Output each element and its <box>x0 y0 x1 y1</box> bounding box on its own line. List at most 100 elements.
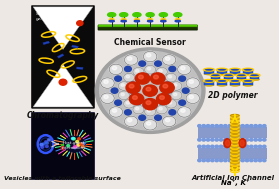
FancyBboxPatch shape <box>98 25 198 30</box>
Ellipse shape <box>38 136 53 153</box>
Circle shape <box>263 125 266 127</box>
Circle shape <box>40 143 43 146</box>
Circle shape <box>250 125 253 127</box>
Circle shape <box>115 76 121 81</box>
Circle shape <box>160 77 165 81</box>
Circle shape <box>171 82 182 90</box>
Circle shape <box>121 84 124 86</box>
Circle shape <box>232 159 236 162</box>
Polygon shape <box>72 45 78 48</box>
Circle shape <box>147 109 151 112</box>
Circle shape <box>45 145 48 148</box>
Circle shape <box>147 67 151 70</box>
Circle shape <box>165 82 170 86</box>
Text: Vesicles with a tailorable surface: Vesicles with a tailorable surface <box>4 176 121 181</box>
Circle shape <box>168 101 172 104</box>
Ellipse shape <box>230 141 239 144</box>
Circle shape <box>162 116 176 127</box>
Circle shape <box>126 82 140 93</box>
Circle shape <box>159 107 162 110</box>
Ellipse shape <box>204 84 214 86</box>
Circle shape <box>263 139 266 141</box>
Ellipse shape <box>230 115 239 117</box>
Circle shape <box>135 73 150 84</box>
Ellipse shape <box>225 140 230 146</box>
Ellipse shape <box>223 78 234 81</box>
Circle shape <box>165 95 170 99</box>
Circle shape <box>202 159 205 162</box>
Circle shape <box>250 159 253 162</box>
Ellipse shape <box>217 73 227 75</box>
Circle shape <box>47 139 50 141</box>
Ellipse shape <box>109 19 114 21</box>
Circle shape <box>143 98 157 110</box>
Circle shape <box>73 146 76 148</box>
Circle shape <box>237 145 240 148</box>
Circle shape <box>101 93 114 104</box>
Circle shape <box>181 109 185 112</box>
Ellipse shape <box>240 140 244 146</box>
Ellipse shape <box>134 19 139 21</box>
Ellipse shape <box>217 68 227 71</box>
Polygon shape <box>243 81 252 85</box>
Circle shape <box>160 100 165 105</box>
Circle shape <box>181 66 185 70</box>
Circle shape <box>166 99 177 108</box>
Circle shape <box>109 107 123 117</box>
Circle shape <box>171 91 182 100</box>
Ellipse shape <box>161 19 166 21</box>
Ellipse shape <box>230 84 240 86</box>
Ellipse shape <box>230 138 239 140</box>
Polygon shape <box>205 70 214 74</box>
Ellipse shape <box>204 68 214 71</box>
Circle shape <box>112 66 117 70</box>
Ellipse shape <box>239 139 246 148</box>
Ellipse shape <box>230 165 239 167</box>
Text: Artificial Ion Channel: Artificial Ion Channel <box>192 175 275 181</box>
Circle shape <box>145 107 156 116</box>
Circle shape <box>143 103 148 107</box>
Circle shape <box>128 57 132 60</box>
Circle shape <box>71 137 74 140</box>
Circle shape <box>166 73 177 82</box>
Circle shape <box>111 88 118 93</box>
Circle shape <box>178 64 191 75</box>
Circle shape <box>77 21 83 26</box>
Circle shape <box>136 107 139 110</box>
Text: Chemical Sensor: Chemical Sensor <box>114 38 186 47</box>
Circle shape <box>133 96 137 99</box>
Circle shape <box>202 139 205 141</box>
Circle shape <box>41 146 44 148</box>
Circle shape <box>263 159 266 162</box>
Bar <box>198 148 267 153</box>
Circle shape <box>160 82 174 93</box>
Circle shape <box>178 107 191 117</box>
Ellipse shape <box>249 78 259 81</box>
Bar <box>198 127 267 133</box>
Circle shape <box>162 55 176 65</box>
Ellipse shape <box>223 74 234 77</box>
Circle shape <box>152 74 157 78</box>
Ellipse shape <box>230 155 239 157</box>
Circle shape <box>146 53 151 57</box>
Circle shape <box>124 99 134 108</box>
Ellipse shape <box>108 13 116 17</box>
Circle shape <box>232 145 236 148</box>
Ellipse shape <box>121 20 126 22</box>
Circle shape <box>211 139 214 141</box>
Ellipse shape <box>230 131 239 134</box>
Ellipse shape <box>236 78 247 81</box>
Circle shape <box>198 159 201 162</box>
Circle shape <box>186 78 199 88</box>
Circle shape <box>237 159 240 162</box>
Circle shape <box>167 89 172 93</box>
Circle shape <box>245 145 249 148</box>
Circle shape <box>133 105 144 114</box>
Circle shape <box>76 140 79 143</box>
Circle shape <box>215 145 218 148</box>
Ellipse shape <box>230 158 239 161</box>
Polygon shape <box>211 75 220 79</box>
Circle shape <box>211 145 214 148</box>
Bar <box>198 133 267 139</box>
Circle shape <box>100 51 201 130</box>
